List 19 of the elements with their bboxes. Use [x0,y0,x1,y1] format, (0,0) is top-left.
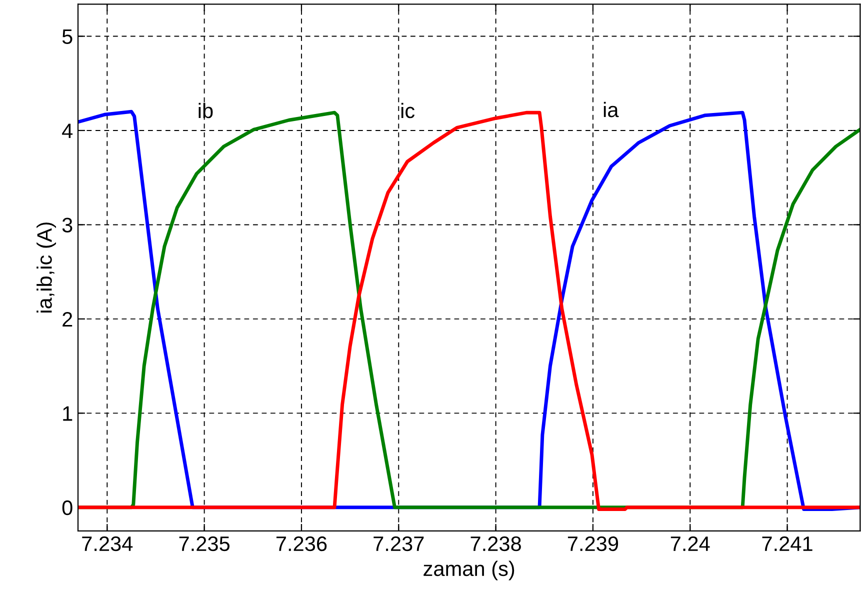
x-tick-label: 7.241 [762,536,812,551]
x-tick-label: 7.239 [568,536,618,552]
y-tick-label: 1 [63,406,72,421]
x-tick-label: 7.238 [470,536,521,552]
x-tick-label: 7.237 [374,536,424,552]
series-label: ib [198,102,213,118]
x-tick-label: 7.235 [179,536,230,552]
y-tick-label: 5 [62,29,72,44]
x-tick-label: 7.234 [82,536,133,552]
y-tick-label: 4 [62,124,73,138]
series-label: ic [401,102,415,118]
y-axis-title: ia,ib,ic (A) [36,222,56,312]
x-tick-label: 7.24 [670,536,710,551]
y-tick-label: 0 [62,500,72,516]
x-tick-label: 7.236 [276,536,327,552]
series-label: ia [604,102,619,118]
y-tick-label: 3 [62,218,72,232]
x-axis-title: zaman (s) [424,560,514,580]
y-tick-label: 2 [62,312,72,326]
